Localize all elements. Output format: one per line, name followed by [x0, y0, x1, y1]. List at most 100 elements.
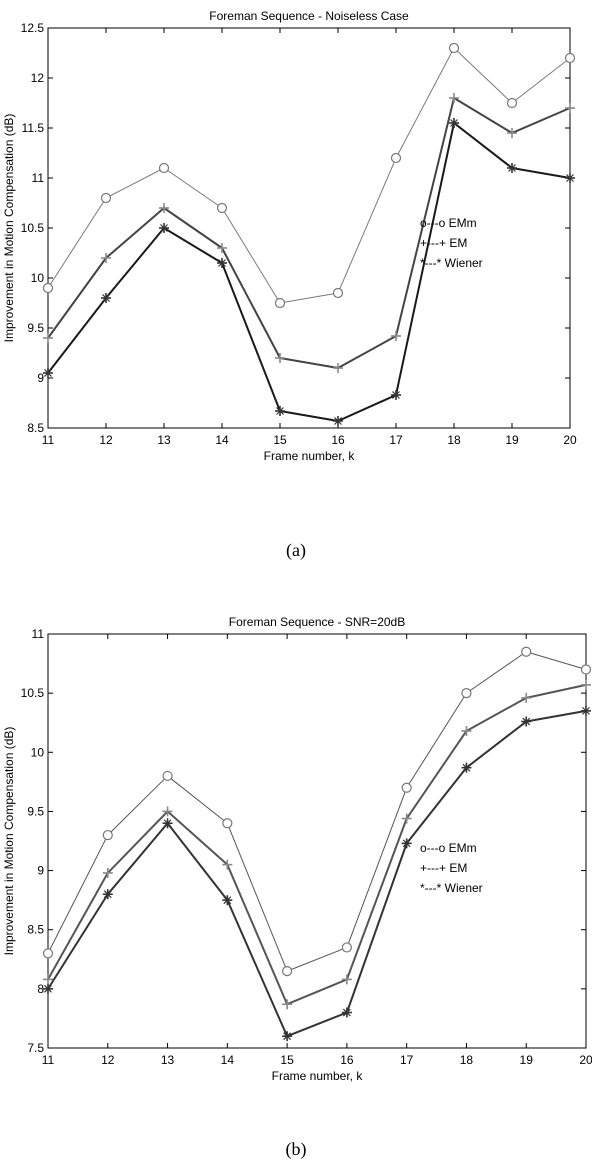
chart-title: Foreman Sequence - SNR=20dB [229, 615, 405, 629]
x-tick-label: 16 [340, 1053, 354, 1067]
data-point-emm [580, 664, 592, 675]
x-tick-label: 17 [400, 1053, 414, 1067]
data-point-wiener [275, 406, 285, 416]
x-tick-label: 12 [101, 1053, 115, 1067]
x-tick-label: 13 [157, 433, 171, 447]
data-point-em [102, 867, 113, 878]
x-tick-label: 18 [447, 433, 461, 447]
data-point-emm [222, 818, 233, 829]
x-tick-label: 14 [221, 1053, 235, 1067]
data-point-em [162, 806, 173, 817]
x-tick-label: 11 [42, 433, 55, 447]
y-tick-label: 10 [31, 745, 45, 759]
series-line-emm [47, 47, 571, 304]
legend-entry: o---o EMm [420, 216, 477, 230]
data-point-em [401, 813, 412, 824]
y-tick-label: 8.5 [27, 421, 44, 435]
x-tick-label: 19 [520, 1053, 534, 1067]
data-point-em [43, 974, 53, 985]
data-point-emm [401, 782, 412, 793]
y-tick-label: 8 [37, 982, 44, 996]
data-point-wiener [217, 258, 227, 268]
data-point-wiener [341, 1007, 352, 1018]
x-tick-label: 17 [389, 433, 403, 447]
plot-frame [47, 27, 571, 429]
data-point-em [333, 363, 343, 373]
x-tick-label: 20 [579, 1053, 592, 1067]
x-tick-label: 13 [161, 1053, 175, 1067]
x-tick-label: 12 [99, 433, 113, 447]
x-tick-label: 15 [273, 433, 287, 447]
x-tick-label: 16 [331, 433, 345, 447]
data-point-emm [100, 192, 112, 204]
figure-a: Foreman Sequence - Noiseless Case 11 12 13 1… [2, 9, 577, 560]
data-point-em [159, 203, 169, 213]
data-point-emm [506, 97, 518, 109]
x-tick-label: 20 [563, 433, 577, 447]
legend-entry: *---* Wiener [420, 256, 483, 270]
data-point-emm [162, 770, 173, 782]
data-point-wiener [581, 705, 591, 716]
y-tick-label: 11 [32, 171, 45, 185]
y-tick-label: 11 [32, 627, 45, 641]
series-line-wiener [47, 122, 571, 422]
data-point-emm [216, 202, 228, 214]
data-point-em [391, 331, 401, 341]
data-point-wiener [521, 716, 532, 727]
data-point-wiener [222, 895, 233, 906]
y-tick-label: 10 [31, 271, 45, 285]
y-tick-label: 9 [37, 371, 44, 385]
data-point-emm [282, 966, 293, 977]
y-tick-label: 10.5 [21, 686, 45, 700]
data-point-em [282, 999, 293, 1010]
plot-frame [47, 633, 587, 1049]
y-tick-label: 10.5 [21, 221, 45, 235]
data-point-em [43, 333, 53, 343]
data-point-wiener [102, 889, 113, 900]
data-point-emm [42, 282, 54, 294]
data-point-emm [521, 646, 532, 657]
data-point-wiener [449, 118, 459, 128]
x-tick-label: 15 [280, 1053, 294, 1067]
data-point-wiener [401, 838, 412, 849]
data-point-em [461, 725, 472, 736]
data-point-em [521, 692, 532, 703]
data-point-wiener [391, 390, 401, 400]
data-point-wiener [333, 416, 343, 426]
data-point-em [217, 243, 227, 253]
data-point-emm [274, 297, 286, 309]
y-tick-label: 12.5 [21, 21, 45, 35]
data-point-wiener [282, 1031, 293, 1042]
data-point-em [507, 128, 517, 138]
y-tick-label: 9 [37, 864, 44, 878]
data-point-em [565, 103, 575, 113]
y-tick-label: 9.5 [27, 804, 44, 818]
data-point-wiener [565, 173, 575, 183]
data-point-wiener [507, 163, 517, 173]
x-tick-label: 11 [42, 1053, 55, 1067]
data-point-em [222, 859, 233, 870]
series-line-wiener [47, 709, 587, 1038]
data-point-emm [448, 42, 460, 54]
y-tick-label: 12 [31, 71, 45, 85]
chart-title: Foreman Sequence - Noiseless Case [209, 9, 409, 23]
data-point-wiener [159, 223, 169, 233]
series-line-em [47, 683, 587, 1006]
y-tick-label: 11.5 [22, 121, 45, 135]
x-axis-label: Frame number, k [272, 1069, 364, 1083]
chart-a: Foreman Sequence - Noiseless Case 11 12 13 1… [2, 9, 577, 463]
data-point-em [341, 974, 352, 985]
data-point-wiener [461, 762, 472, 773]
data-point-em [581, 679, 591, 690]
x-tick-label: 18 [460, 1053, 474, 1067]
data-point-wiener [162, 818, 173, 829]
data-point-em [449, 93, 459, 103]
figure-b: Foreman Sequence - SNR=20dB 11 12 13 14 15 16 1… [0, 580, 592, 1160]
data-point-emm [461, 688, 472, 699]
y-tick-label: 8.5 [27, 923, 44, 937]
data-point-emm [158, 162, 170, 174]
x-axis-label: Frame number, k [264, 449, 356, 463]
legend-entry: +---+ EM [420, 236, 467, 250]
data-point-emm [390, 152, 402, 164]
data-point-em [101, 253, 111, 263]
